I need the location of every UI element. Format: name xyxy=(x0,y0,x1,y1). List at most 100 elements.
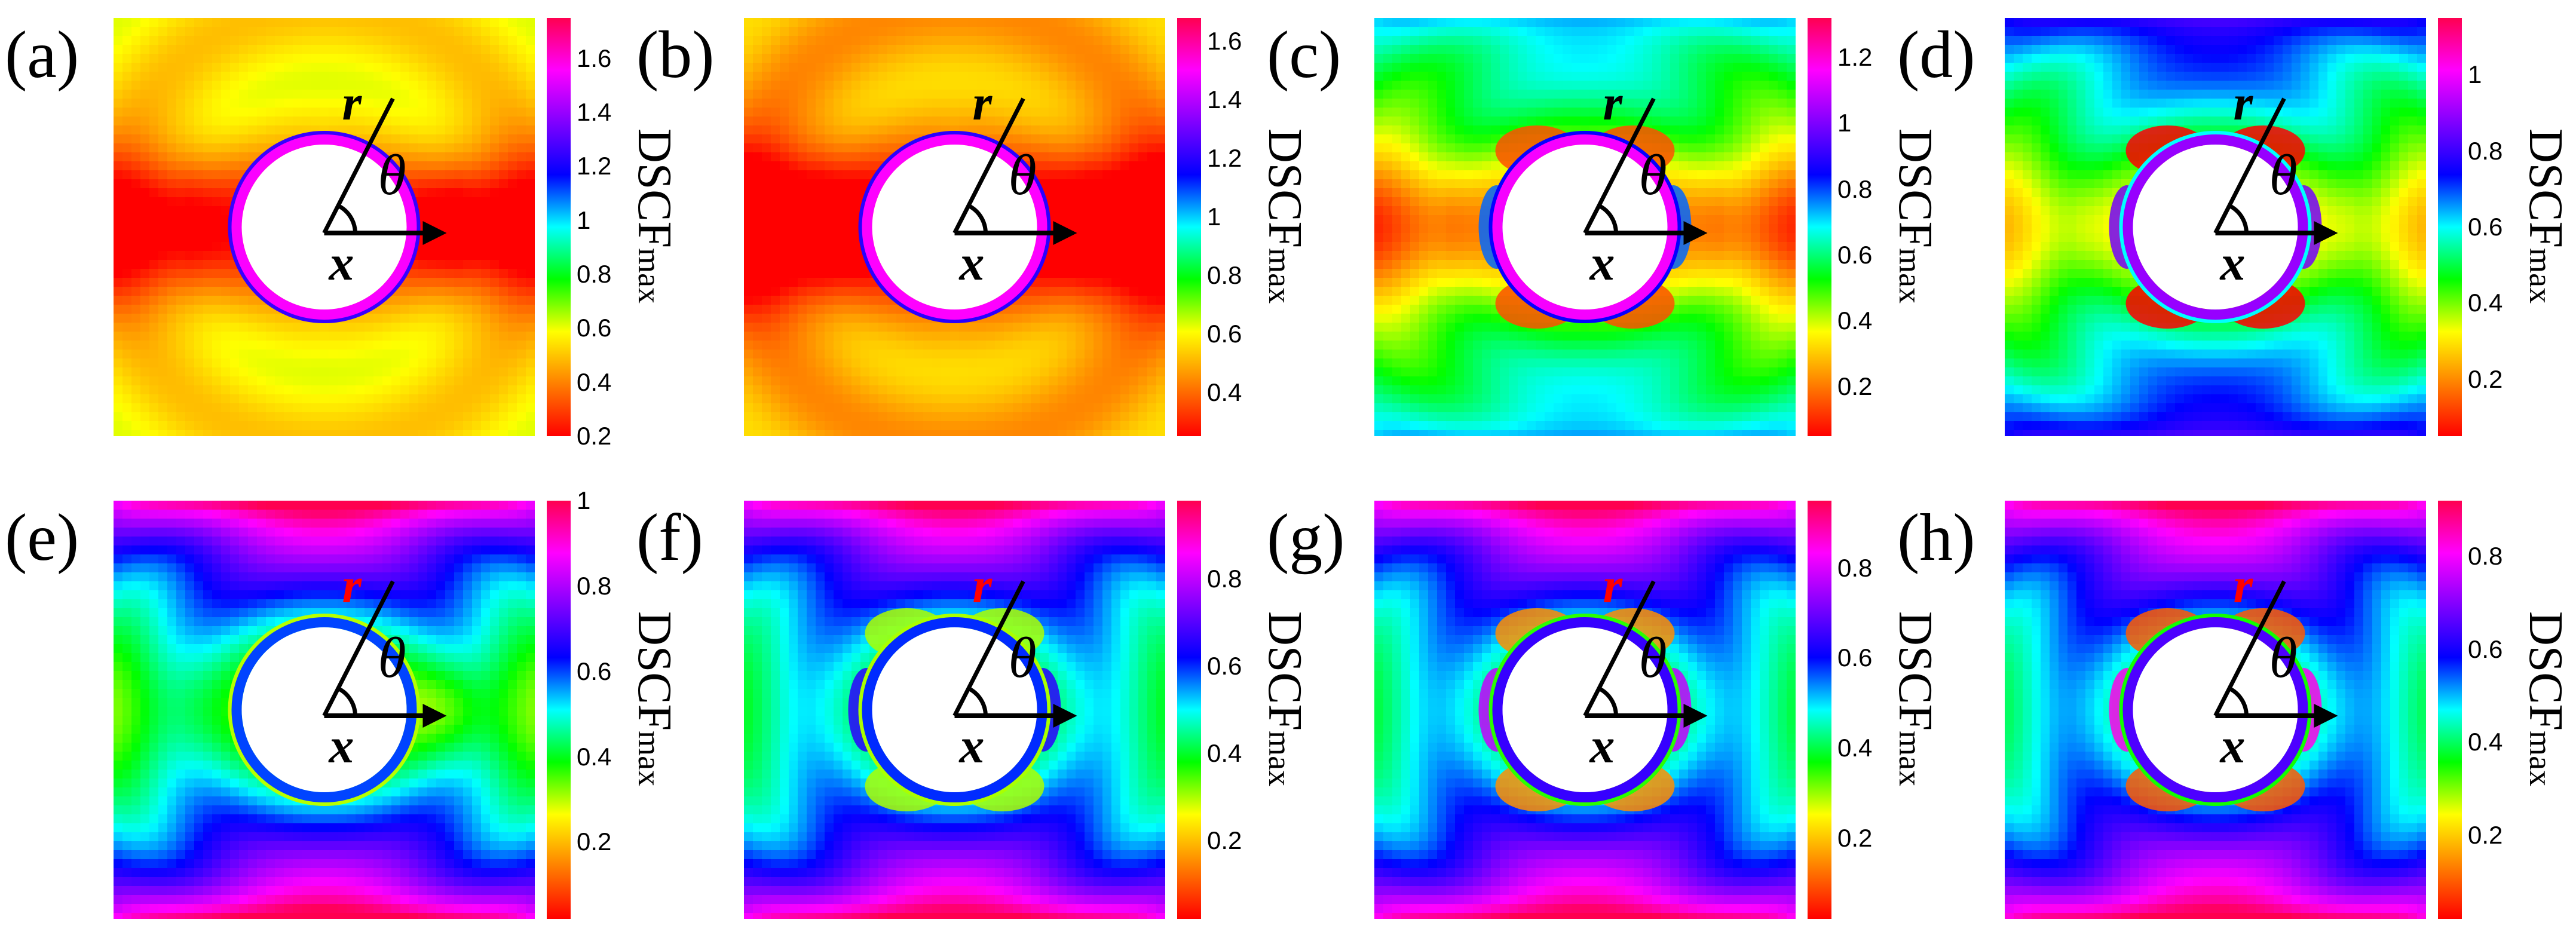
contour-cell xyxy=(481,54,491,63)
contour-cell xyxy=(816,152,825,162)
contour-cell xyxy=(167,358,177,368)
contour-cell xyxy=(463,81,473,90)
contour-cell xyxy=(149,314,159,323)
contour-cell xyxy=(834,134,843,144)
contour-cell xyxy=(248,314,258,323)
contour-cell xyxy=(995,125,1004,135)
contour-cell xyxy=(373,63,383,72)
contour-cell xyxy=(1589,81,1599,90)
contour-cell xyxy=(140,260,150,269)
contour-cell xyxy=(347,63,356,72)
contour-cell xyxy=(1120,108,1130,117)
contour-cell xyxy=(212,269,222,278)
colorbar-tick-label: 1 xyxy=(1207,202,1221,231)
contour-cell xyxy=(1138,314,1148,323)
contour-cell xyxy=(923,412,933,422)
contour-cell xyxy=(977,403,987,413)
contour-cell xyxy=(1634,99,1644,108)
contour-cell xyxy=(1022,18,1031,27)
contour-cell xyxy=(114,341,123,350)
contour-cell xyxy=(185,233,195,243)
contour-cell xyxy=(1392,54,1402,63)
contour-cell xyxy=(1147,54,1157,63)
contour-cell xyxy=(1563,81,1572,90)
contour-cell xyxy=(878,143,888,153)
contour-cell xyxy=(526,251,535,260)
contour-cell xyxy=(780,251,789,260)
contour-cell xyxy=(1076,117,1085,126)
contour-cell xyxy=(167,269,177,278)
contour-cell xyxy=(517,251,526,260)
contour-cell xyxy=(122,206,132,216)
contour-cell xyxy=(463,125,473,135)
contour-cell xyxy=(490,108,500,117)
contour-cell xyxy=(753,152,762,162)
contour-cell xyxy=(1572,90,1581,99)
contour-cell xyxy=(454,269,464,278)
contour-cell xyxy=(149,45,159,54)
contour-cell xyxy=(114,278,123,287)
contour-cell xyxy=(275,403,284,413)
contour-cell xyxy=(1004,412,1013,422)
contour-cell xyxy=(1679,99,1689,108)
contour-cell xyxy=(1572,99,1581,108)
contour-cell xyxy=(418,72,428,81)
contour-cell xyxy=(427,367,437,377)
contour-cell xyxy=(373,54,383,63)
contour-cell xyxy=(762,412,771,422)
contour-cell xyxy=(221,385,231,395)
contour-cell xyxy=(932,45,942,54)
contour-cell xyxy=(816,323,825,332)
contour-cell xyxy=(816,278,825,287)
contour-cell xyxy=(941,72,951,81)
contour-cell xyxy=(490,269,500,278)
contour-cell xyxy=(1787,99,1796,108)
contour-cell xyxy=(185,296,195,305)
contour-cell xyxy=(194,385,204,395)
contour-cell xyxy=(194,27,204,36)
contour-cell xyxy=(400,125,410,135)
contour-cell xyxy=(499,296,509,305)
contour-cell xyxy=(851,90,861,99)
contour-cell xyxy=(347,376,356,386)
contour-cell xyxy=(762,152,771,162)
contour-cell xyxy=(843,188,852,198)
contour-cell xyxy=(1419,45,1429,54)
contour-cell xyxy=(977,63,987,72)
contour-cell xyxy=(508,367,517,377)
contour-cell xyxy=(887,350,897,359)
contour-cell xyxy=(409,376,419,386)
contour-cell xyxy=(1076,314,1085,323)
contour-cell xyxy=(1138,99,1148,108)
contour-cell xyxy=(1760,45,1769,54)
contour-cell xyxy=(140,197,150,207)
contour-cell xyxy=(1589,108,1599,117)
contour-cell xyxy=(887,90,897,99)
contour-cell xyxy=(1733,18,1742,27)
contour-cell xyxy=(221,99,231,108)
contour-cell xyxy=(167,197,177,207)
contour-cell xyxy=(499,152,509,162)
contour-cell xyxy=(1138,125,1148,135)
contour-cell xyxy=(230,412,240,422)
contour-cell xyxy=(1491,90,1500,99)
contour-cell xyxy=(445,90,455,99)
contour-cell xyxy=(1688,99,1698,108)
contour-cell xyxy=(490,224,500,234)
contour-cell xyxy=(257,376,267,386)
contour-cell xyxy=(149,394,159,404)
contour-cell xyxy=(275,367,284,377)
contour-cell xyxy=(905,72,915,81)
contour-cell xyxy=(481,117,491,126)
contour-cell xyxy=(445,332,455,341)
contour-cell xyxy=(1419,90,1429,99)
contour-cell xyxy=(140,403,150,413)
contour-cell xyxy=(1661,108,1671,117)
contour-cell xyxy=(194,412,204,422)
contour-cell xyxy=(995,81,1004,90)
contour-cell xyxy=(843,242,852,252)
contour-cell xyxy=(427,90,437,99)
contour-cell xyxy=(409,72,419,81)
contour-cell xyxy=(149,90,159,99)
contour-cell xyxy=(481,305,491,314)
